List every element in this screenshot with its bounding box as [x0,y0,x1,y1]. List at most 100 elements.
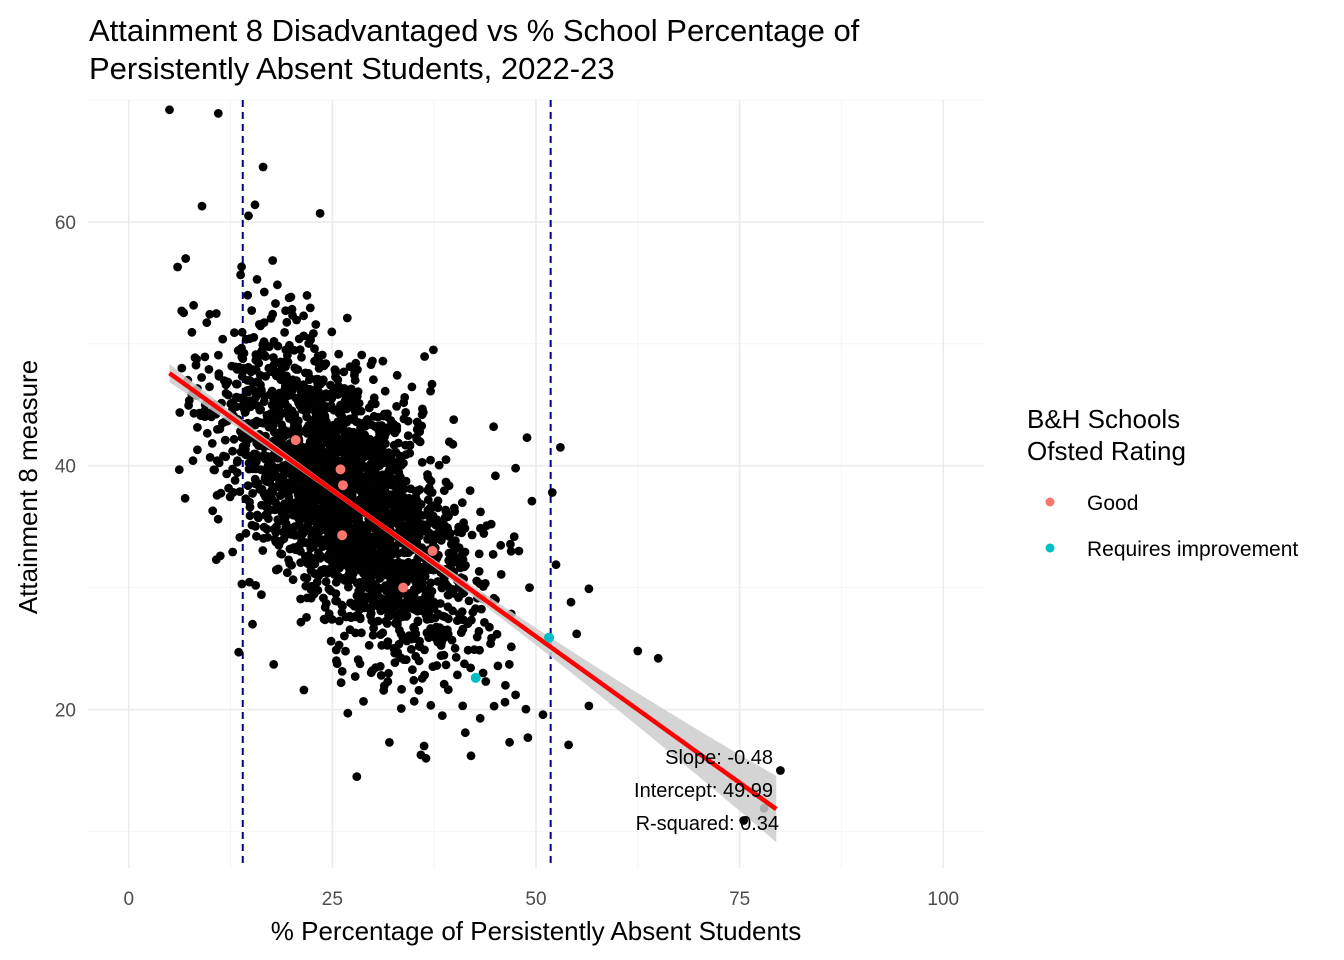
data-point [355,659,365,669]
data-point [354,438,364,448]
data-point [237,352,247,362]
data-point [268,472,278,481]
data-point [251,522,260,531]
data-point [440,633,449,642]
data-point [401,655,411,665]
data-point [352,407,362,416]
data-point [307,528,317,538]
data-point [309,557,319,567]
data-point [413,531,423,540]
data-point [205,309,215,319]
data-point [475,645,484,655]
data-point [301,581,311,591]
data-point [401,529,411,539]
data-point [189,408,199,418]
data-point [248,489,257,498]
data-point [380,486,390,496]
data-point [408,523,418,533]
data-point [244,385,254,395]
data-point [491,471,500,481]
data-point [413,616,423,626]
data-point [421,753,431,763]
data-point [398,634,408,644]
data-point [358,598,367,608]
data-point [390,658,400,667]
data-point [653,653,663,663]
data-point [334,349,344,359]
data-point [366,611,375,620]
data-point [197,201,207,211]
data-point [296,528,306,538]
data-point [368,630,378,640]
data-point [431,520,441,530]
data-point [444,556,454,565]
data-point [264,363,274,373]
data-point [299,331,309,341]
data-point [443,602,453,612]
data-point [421,611,431,620]
data-point [364,447,374,456]
data-point [211,555,221,565]
data-point [496,540,506,550]
data-point [296,594,305,604]
data-point [447,584,456,594]
data-point [504,660,514,669]
data-point [364,403,374,413]
data-point [457,607,467,617]
data-point [460,659,469,669]
data-point [372,601,382,610]
data-point [389,490,398,500]
data-point [324,528,333,538]
data-point [436,641,446,650]
data-point [205,382,214,392]
annotation-r-squared: R-squared: 0.34 [636,813,779,835]
data-point [458,624,468,634]
data-point [273,280,282,290]
data-point [307,581,317,591]
data-point [514,546,524,556]
data-point [364,567,374,577]
data-point [288,575,298,585]
data-point [237,327,247,337]
data-point [261,352,270,361]
data-point [440,513,450,523]
highlighted-points [290,435,555,683]
data-point [373,616,383,626]
data-point [538,710,548,720]
data-point [433,577,443,586]
data-point [365,544,375,554]
data-point [287,560,296,570]
data-point [281,306,290,316]
data-point [357,350,367,360]
data-point [506,546,516,556]
chart-title: Attainment 8 Disadvantaged vs % School P… [89,13,860,86]
data-point [369,375,378,385]
data-point [392,370,402,380]
data-point [426,386,435,396]
data-point [343,542,353,551]
data-point [218,334,228,344]
data-point [355,613,365,623]
data-point [325,550,335,559]
data-point [362,415,372,424]
data-point [406,644,416,654]
data-point [454,543,464,553]
data-point [311,320,321,329]
data-point [776,766,785,775]
data-point [302,553,311,562]
data-point [378,356,388,366]
data-point [237,579,247,589]
data-point [235,487,245,496]
data-point [244,211,253,221]
data-point [511,463,520,473]
data-point [333,390,343,399]
data-point [193,445,202,455]
data-point [302,593,312,603]
data-point [248,619,257,629]
data-point [225,492,235,502]
data-point [376,671,386,680]
data-point [437,532,447,541]
data-point [302,613,311,622]
data-point [420,645,429,655]
